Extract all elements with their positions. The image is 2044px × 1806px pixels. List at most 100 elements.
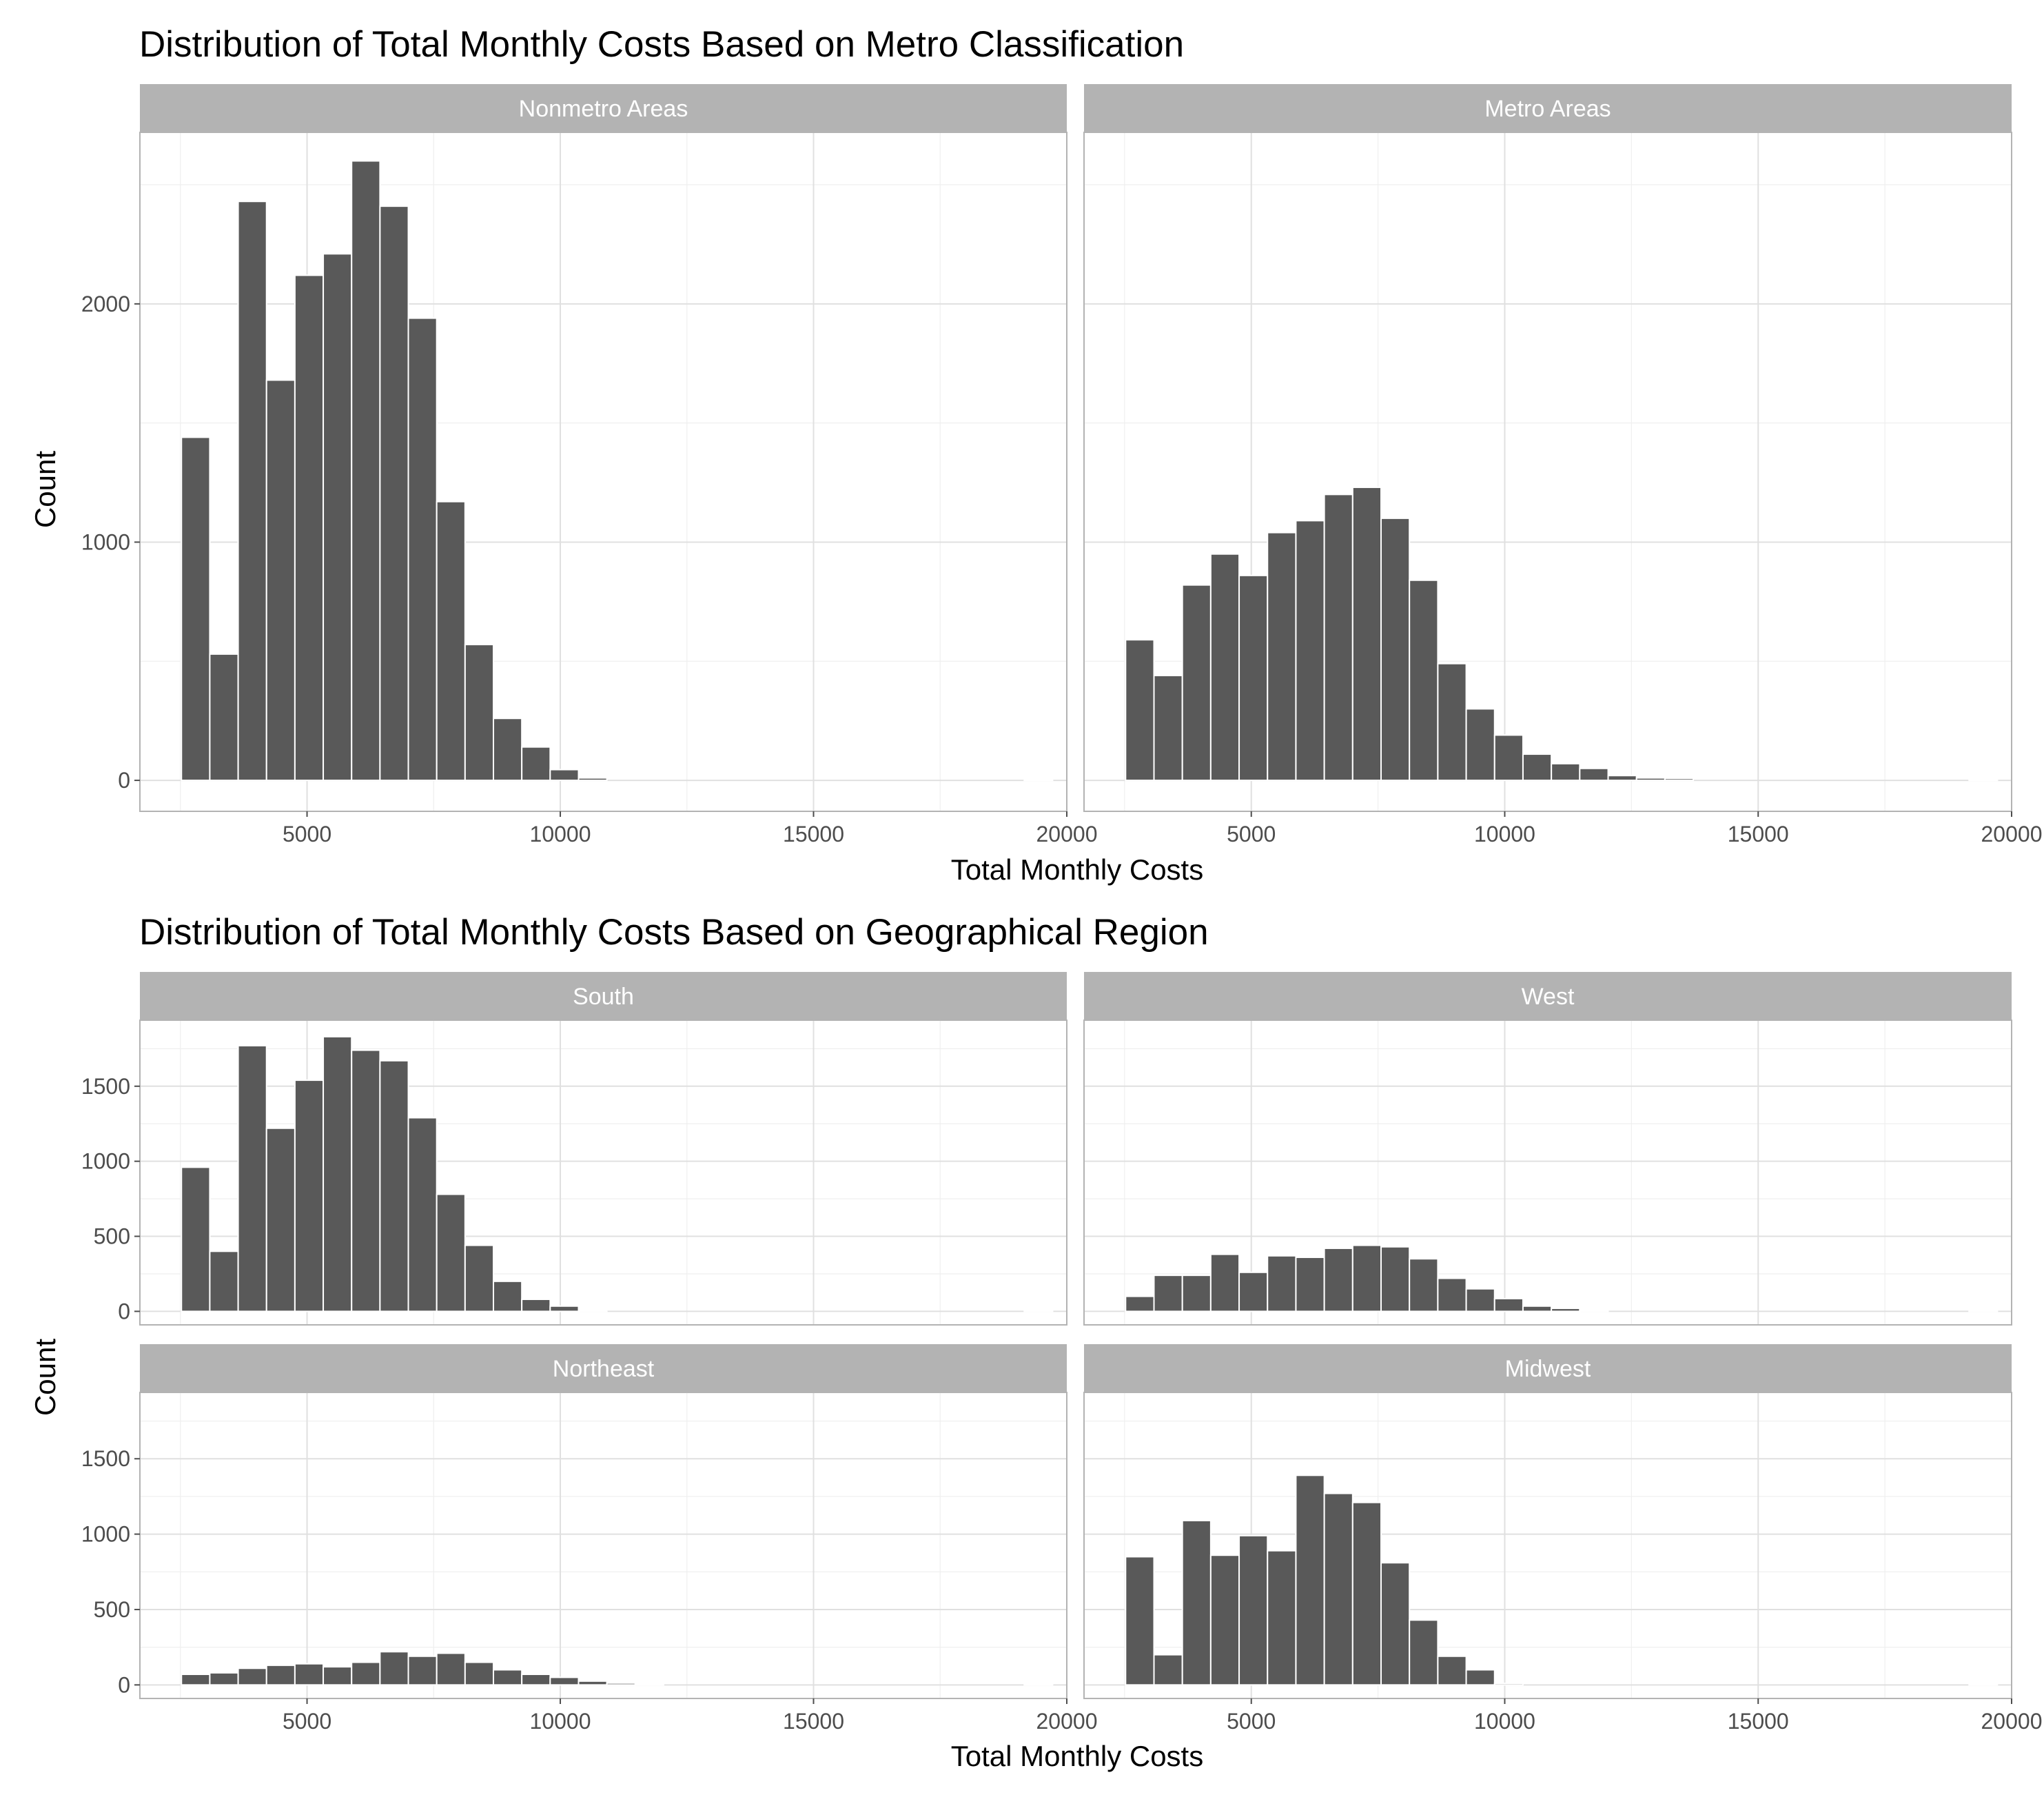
histogram-bar [1023, 1683, 1054, 1686]
histogram-bar [1238, 1534, 1269, 1686]
histogram-bar [1635, 777, 1666, 782]
y-tick-label: 2000 [81, 292, 130, 316]
histogram-bar [1295, 1257, 1325, 1312]
histogram-bar [1181, 1519, 1212, 1686]
histogram-bar [379, 1059, 409, 1312]
histogram-bar [1267, 1255, 1297, 1312]
histogram-bar [1181, 584, 1212, 782]
histogram-bar [1380, 1562, 1411, 1686]
histogram-bar [1664, 778, 1695, 782]
histogram-bar [1409, 1619, 1439, 1686]
histogram-bar [1153, 1654, 1183, 1686]
histogram-bar [407, 317, 438, 782]
histogram-bar [351, 160, 381, 782]
histogram-bar [294, 1663, 325, 1686]
histogram-bar [1551, 762, 1581, 782]
histogram-bar [493, 1280, 523, 1312]
histogram-bar [1209, 553, 1240, 782]
histogram-bar [549, 1676, 580, 1686]
facet-label: West [1522, 984, 1575, 1010]
histogram-bar [1351, 1501, 1382, 1686]
y-axis-title-region: Count [29, 1339, 61, 1416]
x-tick-label: 15000 [1728, 1709, 1789, 1734]
histogram-bar [578, 1680, 608, 1686]
facet-label: Midwest [1505, 1356, 1591, 1382]
histogram-bar [237, 1667, 267, 1686]
histogram-bar [1181, 1275, 1212, 1312]
histogram-bar [1295, 1474, 1325, 1686]
histogram-bar [265, 379, 296, 782]
histogram-bar [181, 436, 211, 782]
histogram-bar [1125, 639, 1155, 782]
histogram-bar [1493, 1297, 1524, 1312]
histogram-bar [578, 1309, 608, 1312]
y-tick-label: 0 [118, 1299, 130, 1323]
histogram-bar [436, 1193, 466, 1312]
histogram-bar [1437, 1277, 1467, 1312]
histogram-bar [1267, 531, 1297, 782]
x-tick-label: 10000 [1474, 822, 1535, 846]
histogram-bar [1465, 708, 1495, 782]
histogram-bar [578, 777, 608, 782]
histogram-bar [1351, 1244, 1382, 1312]
x-tick-label: 5000 [283, 822, 331, 846]
histogram-bar [1323, 1247, 1353, 1312]
y-tick-label: 0 [118, 768, 130, 793]
x-tick-label: 10000 [1474, 1709, 1535, 1734]
histogram-bar [1465, 1288, 1495, 1312]
y-tick-label: 1500 [81, 1446, 130, 1471]
y-tick-label: 1000 [81, 529, 130, 554]
histogram-bar [1579, 767, 1609, 782]
histogram-bar [237, 201, 267, 782]
x-axis-title-region: Total Monthly Costs [951, 1740, 1203, 1772]
histogram-bar [1125, 1556, 1155, 1686]
x-tick-label: 10000 [530, 822, 591, 846]
histogram-bar [1323, 494, 1353, 782]
histogram-bar [549, 769, 580, 782]
x-tick-label: 20000 [1981, 822, 2043, 846]
histogram-bar [379, 1651, 409, 1686]
y-tick-label: 500 [94, 1597, 130, 1622]
histogram-bar [265, 1664, 296, 1686]
histogram-bar [1579, 1309, 1609, 1312]
histogram-bar [1380, 1246, 1411, 1312]
histogram-bar [323, 1666, 353, 1686]
facet-strip [1084, 972, 2012, 1020]
histogram-bar [379, 205, 409, 782]
histogram-bar [1323, 1492, 1353, 1686]
histogram-bar [1125, 1295, 1155, 1312]
histogram-bar [237, 1045, 267, 1312]
histogram-bar [1295, 520, 1325, 782]
histogram-bar [549, 1305, 580, 1312]
histogram-bar [1522, 753, 1553, 782]
histogram-bar [181, 1166, 211, 1312]
histogram-bar [1522, 1305, 1553, 1312]
histogram-bar [1238, 1271, 1269, 1312]
histogram-bar [407, 1117, 438, 1312]
histogram-bar [351, 1049, 381, 1312]
histogram-bar [1968, 1310, 1999, 1312]
facet-strip [140, 84, 1067, 132]
facet-strip [140, 1344, 1067, 1392]
histogram-bar [209, 653, 239, 782]
histogram-bar [294, 274, 325, 782]
y-axis-title-metro: Count [29, 451, 61, 528]
histogram-bar [1493, 734, 1524, 782]
histogram-bar [351, 1661, 381, 1686]
histogram-bar [265, 1127, 296, 1312]
x-tick-label: 5000 [1227, 822, 1276, 846]
histogram-bar [1209, 1253, 1240, 1312]
histogram-bar [1551, 1308, 1581, 1312]
y-tick-label: 0 [118, 1672, 130, 1697]
histogram-bar [1023, 1310, 1054, 1312]
x-tick-label: 20000 [1036, 1709, 1098, 1734]
histogram-bar [1437, 1655, 1467, 1686]
facet-label: Nonmetro Areas [519, 96, 688, 122]
x-tick-label: 15000 [783, 1709, 844, 1734]
histogram-bar [606, 1682, 636, 1686]
x-tick-label: 20000 [1981, 1709, 2043, 1734]
facet-strip [1084, 1344, 2012, 1392]
facet-strip [1084, 84, 2012, 132]
histogram-bar [209, 1250, 239, 1312]
